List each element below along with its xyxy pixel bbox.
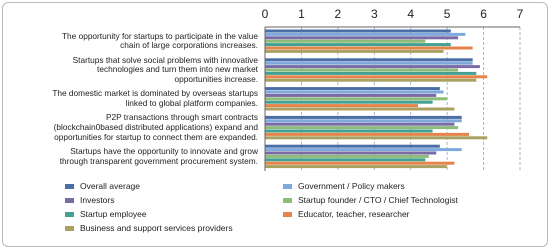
bar [265, 39, 426, 43]
category-label: The domestic market is dominated by over… [52, 88, 258, 108]
x-tick-label: 0 [262, 7, 269, 21]
legend-entry: Startup founder / CTO / Chief Technologi… [283, 195, 458, 205]
legend-label: Startup founder / CTO / Chief Technologi… [298, 195, 458, 205]
bar [265, 43, 451, 47]
bar [265, 87, 440, 91]
bar [265, 36, 459, 40]
bar [265, 29, 451, 33]
bar [265, 93, 437, 97]
x-tick-label: 5 [444, 7, 451, 21]
bar [265, 65, 480, 69]
legend-swatch [65, 226, 74, 232]
bar [265, 119, 462, 123]
bar [265, 104, 418, 108]
x-tick-label: 2 [335, 7, 342, 21]
legend-entry: Business and support services providers [65, 223, 233, 233]
category-label: The opportunity for startups to particip… [61, 30, 258, 51]
bar [265, 148, 462, 152]
legend-entry: Overall average [65, 181, 140, 191]
legend-label: Overall average [80, 181, 141, 191]
legend-label: Startup employee [80, 209, 147, 219]
legend-swatch [65, 184, 74, 190]
bar [265, 161, 455, 165]
x-tick-label: 7 [517, 7, 524, 21]
bar [265, 100, 433, 104]
legend-entry: Educator, teacher, researcher [283, 209, 410, 219]
bar [265, 90, 444, 94]
legend-swatch [65, 212, 74, 218]
category-label: Startups have the opportunity to innovat… [59, 146, 258, 166]
category-label: P2P transactions through smart contracts… [53, 112, 258, 142]
bar [265, 115, 462, 119]
bar [265, 122, 455, 126]
legend-label: Government / Policy makers [298, 181, 405, 191]
legend-label: Business and support services providers [80, 223, 233, 233]
bar [265, 107, 455, 111]
bar [265, 132, 469, 136]
legend-swatch [283, 198, 292, 204]
x-tick-label: 3 [371, 7, 378, 21]
legend-swatch [283, 184, 292, 190]
legend-label: Educator, teacher, researcher [298, 209, 410, 219]
bar [265, 165, 448, 169]
frame [2, 2, 548, 247]
bar [265, 71, 477, 75]
x-tick-label: 6 [480, 7, 487, 21]
x-tick-label: 4 [407, 7, 414, 21]
x-tick-label: 1 [298, 7, 305, 21]
legend-entry: Government / Policy makers [283, 181, 405, 191]
legend-label: Investors [80, 195, 115, 205]
bar [265, 97, 448, 101]
bar [265, 46, 473, 50]
bar [265, 154, 429, 158]
bar [265, 151, 437, 155]
bar [265, 32, 466, 36]
bar [265, 144, 440, 148]
legend-swatch [283, 212, 292, 218]
bar [265, 78, 477, 82]
legend-entry: Startup employee [65, 209, 147, 219]
legend-swatch [65, 198, 74, 204]
bar [265, 75, 488, 79]
legend-entry: Investors [65, 195, 115, 205]
bar [265, 126, 459, 130]
bar [265, 58, 473, 62]
bar [265, 68, 459, 72]
bar [265, 136, 488, 140]
bar [265, 129, 433, 133]
bar [265, 61, 473, 65]
category-label: Startups that solve social problems with… [72, 54, 258, 84]
bar [265, 158, 426, 162]
bar [265, 49, 444, 53]
